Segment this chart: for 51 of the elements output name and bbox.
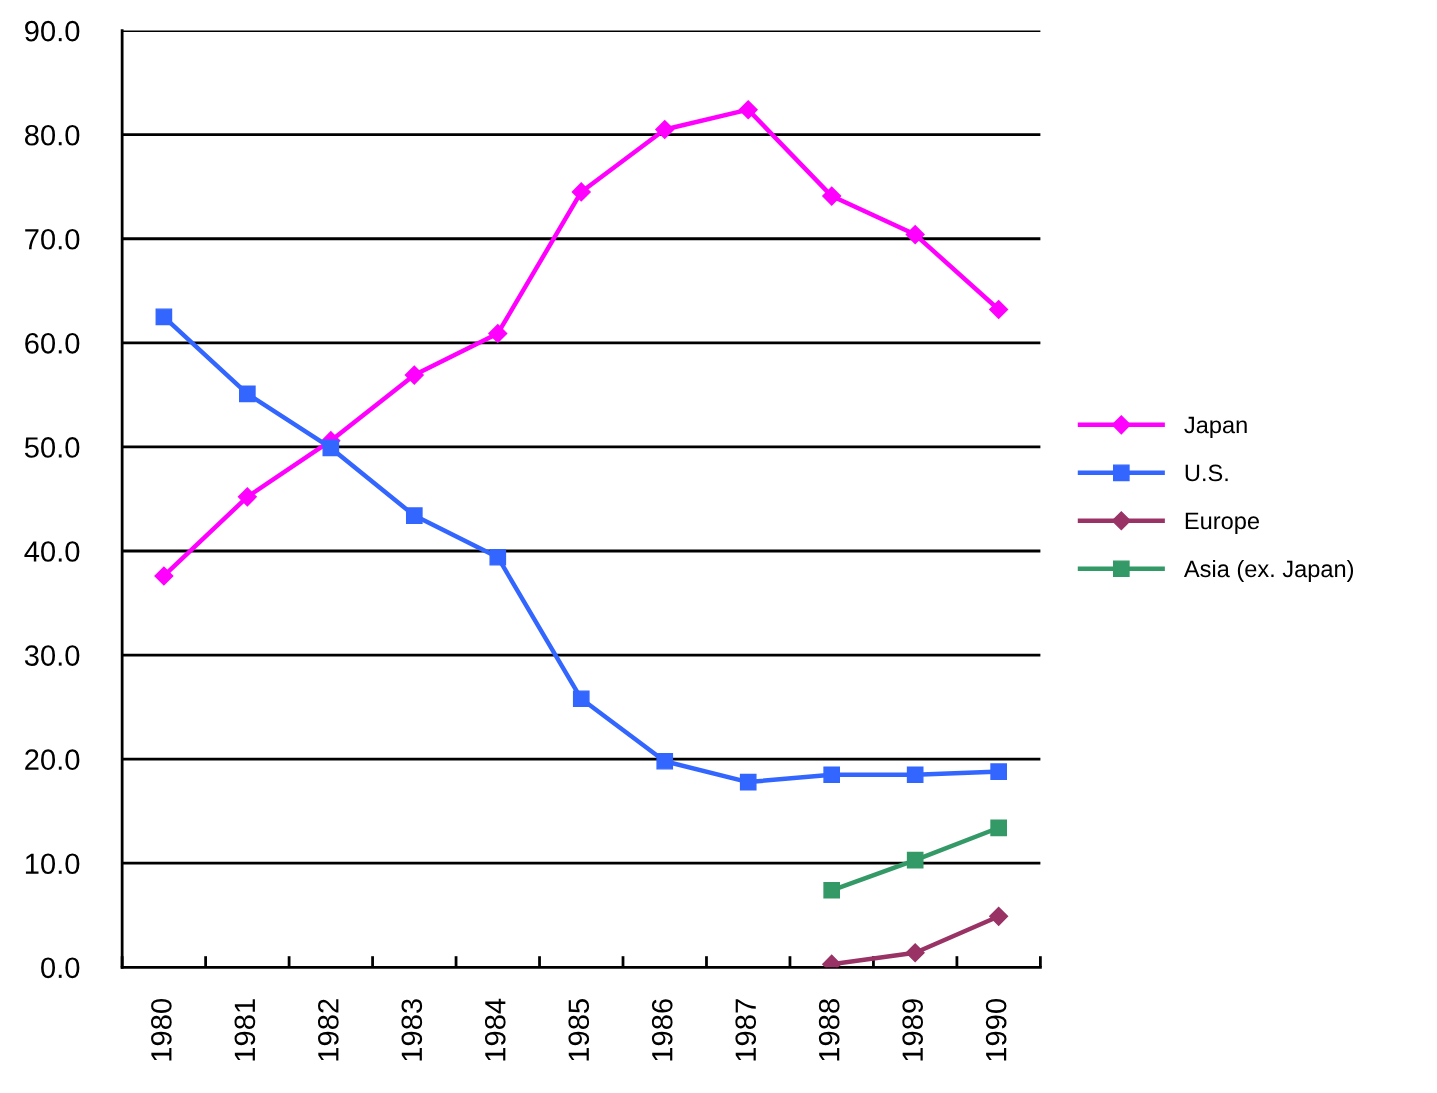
- point: [655, 119, 675, 140]
- y-tick-label: 90.0: [25, 20, 80, 42]
- point: [404, 365, 424, 385]
- legend-label: Europe: [1185, 512, 1259, 534]
- y-tick-label: 70.0: [25, 228, 80, 250]
- y-tick-label: 80.0: [24, 124, 80, 146]
- x-tick-label: 1982: [318, 999, 339, 1061]
- x-tick-label: 1990: [985, 998, 1007, 1061]
- y-tick-label: 40.0: [24, 541, 80, 562]
- point: [155, 308, 173, 326]
- x-tick-label: 1985: [568, 999, 590, 1061]
- point: [738, 100, 758, 120]
- x-tick-label: 1987: [735, 999, 757, 1061]
- x-tick-label: 1988: [818, 999, 840, 1061]
- x-tick-label: 1984: [484, 998, 506, 1061]
- point: [656, 752, 674, 770]
- x-tick-label: 1983: [401, 999, 423, 1061]
- legend-label: Japan: [1184, 416, 1247, 438]
- point: [906, 851, 924, 869]
- point: [905, 943, 925, 963]
- point: [739, 773, 757, 791]
- y-tick-label: 50.0: [24, 437, 80, 458]
- point: [322, 439, 340, 457]
- point: [990, 763, 1007, 780]
- point: [822, 186, 842, 206]
- point: [906, 766, 924, 784]
- y-tick-label: 0.0: [41, 957, 80, 979]
- x-tick-label: 1980: [151, 998, 172, 1061]
- y-tick-label: 60.0: [25, 333, 80, 354]
- point: [489, 548, 507, 566]
- x-tick-label: 1981: [234, 999, 256, 1061]
- point: [239, 385, 256, 403]
- legend-label: U.S.: [1185, 464, 1228, 482]
- point: [237, 487, 257, 507]
- x-tick-label: 1989: [902, 999, 923, 1061]
- point: [488, 323, 508, 344]
- y-tick-label: 30.0: [24, 645, 80, 666]
- point: [989, 299, 1009, 320]
- y-tick-label: 20.0: [25, 749, 80, 770]
- point: [989, 906, 1009, 926]
- x-tick-label: 1986: [651, 999, 673, 1061]
- point: [154, 566, 174, 586]
- point: [571, 182, 591, 202]
- point: [905, 225, 925, 245]
- y-tick-label: 10.0: [25, 853, 80, 875]
- point: [823, 766, 841, 784]
- point: [405, 507, 423, 524]
- point: [572, 690, 590, 708]
- legend-label: Asia (ex. Japan): [1183, 559, 1354, 582]
- point: [823, 881, 841, 899]
- point: [990, 819, 1007, 837]
